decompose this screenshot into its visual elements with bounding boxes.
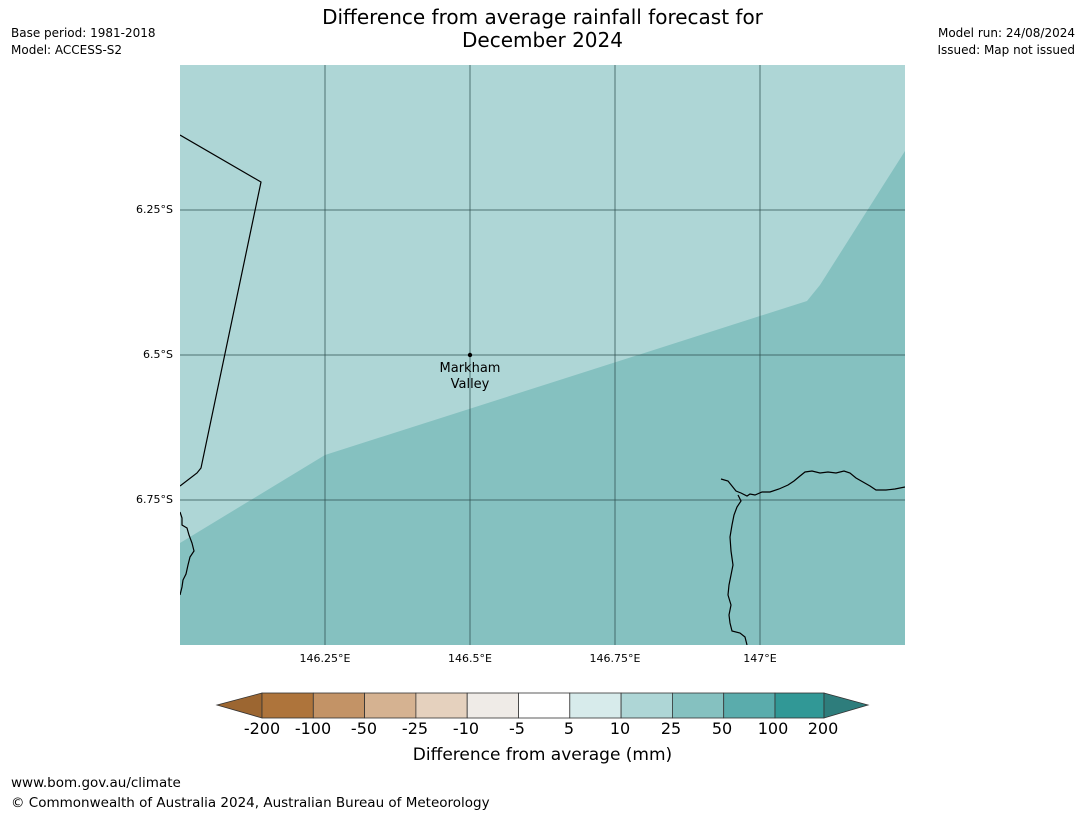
colorbar-swatch-7 xyxy=(569,692,622,719)
colorbar-swatch-10 xyxy=(723,692,776,719)
model-text: Model: ACCESS-S2 xyxy=(11,43,123,57)
place-label-line1: Markham xyxy=(440,361,501,376)
colorbar-label-25: 25 xyxy=(660,719,682,738)
map-title-line2: December 2024 xyxy=(462,28,623,52)
colorbar-label-neg25: -25 xyxy=(401,719,429,738)
colorbar-extend-high xyxy=(823,692,870,719)
border-line xyxy=(180,134,262,487)
colorbar-label-100: 100 xyxy=(757,719,789,738)
rainfall-map: Markham Valley xyxy=(180,65,905,645)
colorbar-swatch-6 xyxy=(518,692,571,719)
base-period-text: Base period: 1981-2018 xyxy=(11,26,156,40)
map-title: Difference from average rainfall forecas… xyxy=(0,6,1085,52)
lat-tick-6-75: 6.75°S xyxy=(136,493,173,506)
colorbar-label-10: 10 xyxy=(609,719,631,738)
lon-tick-146-25: 146.25°E xyxy=(299,652,351,665)
lat-tick-6-5: 6.5°S xyxy=(143,348,173,361)
copyright-text: © Commonwealth of Australia 2024, Austra… xyxy=(11,795,490,811)
website-link[interactable]: www.bom.gov.au/climate xyxy=(11,775,181,791)
coastline-east xyxy=(720,470,905,497)
colorbar-label-neg50: -50 xyxy=(350,719,378,738)
model-run-text: Model run: 24/08/2024 xyxy=(937,26,1075,40)
colorbar-label-5: 5 xyxy=(563,719,575,738)
colorbar-label-neg200: -200 xyxy=(243,719,281,738)
colorbar xyxy=(215,692,870,719)
river-line xyxy=(727,494,748,645)
colorbar-swatch-9 xyxy=(671,692,725,719)
lon-tick-146-75: 146.75°E xyxy=(589,652,641,665)
colorbar-extend-low xyxy=(215,692,263,719)
map-title-line1: Difference from average rainfall forecas… xyxy=(322,5,763,29)
colorbar-swatch-1 xyxy=(261,692,314,719)
lon-tick-146-5: 146.5°E xyxy=(448,652,492,665)
issued-text: Issued: Map not issued xyxy=(937,43,1075,57)
lon-tick-147: 147°E xyxy=(743,652,777,665)
colorbar-swatch-5 xyxy=(466,692,519,719)
coastline-west xyxy=(180,511,195,596)
class-25-50-area xyxy=(180,151,905,645)
location-marker xyxy=(467,352,473,358)
colorbar-label-neg100: -100 xyxy=(294,719,332,738)
colorbar-swatch-2 xyxy=(312,692,366,719)
colorbar-label-neg5: -5 xyxy=(509,719,525,738)
place-label-line2: Valley xyxy=(451,377,490,392)
colorbar-title: Difference from average (mm) xyxy=(412,745,673,765)
colorbar-label-neg10: -10 xyxy=(452,719,480,738)
colorbar-swatch-4 xyxy=(415,692,468,719)
lat-tick-6-25: 6.25°S xyxy=(136,203,173,216)
colorbar-swatch-11 xyxy=(774,692,825,719)
colorbar-swatch-8 xyxy=(620,692,673,719)
colorbar-swatch-3 xyxy=(364,692,417,719)
graticule xyxy=(180,65,905,645)
colorbar-label-200: 200 xyxy=(807,719,839,738)
colorbar-label-50: 50 xyxy=(711,719,733,738)
